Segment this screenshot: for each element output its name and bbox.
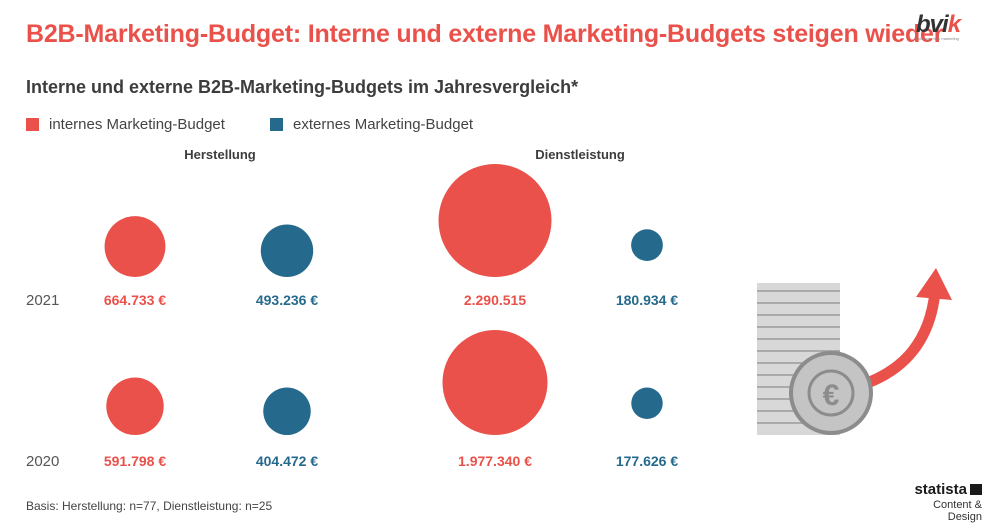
value-label-internal-herstellung-2020: 591.798 € xyxy=(104,453,166,469)
page-title: B2B-Marketing-Budget: Interne und extern… xyxy=(26,20,944,48)
statista-tagline: Content & Design xyxy=(933,499,982,523)
statista-flag-icon xyxy=(970,484,982,495)
value-label-internal-dienstleistung-2020: 1.977.340 € xyxy=(458,453,532,469)
logo-mark: bvik xyxy=(916,11,961,38)
value-label-internal-herstellung-2021: 664.733 € xyxy=(104,292,166,308)
bubble-internal-herstellung-2020 xyxy=(106,377,164,436)
coin-face xyxy=(793,355,869,431)
legend-label-external: externes Marketing-Budget xyxy=(293,116,474,133)
euro-symbol-icon: € xyxy=(823,379,840,412)
legend-swatch-external xyxy=(270,118,283,131)
value-label-external-dienstleistung-2020: 177.626 € xyxy=(616,453,678,469)
bvik-logo-icon: bvik bvik.org - b2b marketing xyxy=(916,11,980,50)
logo-tagline: bvik.org - b2b marketing xyxy=(916,36,959,41)
group-header-herstellung: Herstellung xyxy=(184,147,256,162)
legend-label-internal: internes Marketing-Budget xyxy=(49,116,225,133)
value-label-external-herstellung-2021: 493.236 € xyxy=(256,292,318,308)
bubble-external-herstellung-2020 xyxy=(263,387,311,435)
statista-logo: statista Content & Design xyxy=(902,481,982,523)
value-label-external-herstellung-2020: 404.472 € xyxy=(256,453,318,469)
coin-stack-arrow-icon: € xyxy=(757,268,952,435)
row-label-2021: 2021 xyxy=(26,292,59,309)
group-header-dienstleistung: Dienstleistung xyxy=(535,147,625,162)
bubble-internal-herstellung-2021 xyxy=(104,216,166,278)
value-label-external-dienstleistung-2021: 180.934 € xyxy=(616,292,678,308)
bubble-external-herstellung-2021 xyxy=(260,224,314,278)
legend-swatch-internal xyxy=(26,118,39,131)
bubble-external-dienstleistung-2020 xyxy=(631,387,663,419)
legend-item-external: externes Marketing-Budget xyxy=(270,116,473,133)
bubble-internal-dienstleistung-2021 xyxy=(438,164,552,277)
coin-inner-ring xyxy=(807,369,855,417)
arrow-head xyxy=(916,268,952,300)
row-label-2020: 2020 xyxy=(26,453,59,470)
statista-wordmark: statista xyxy=(902,481,982,498)
value-label-internal-dienstleistung-2021: 2.290.515 xyxy=(464,292,526,308)
legend-item-internal: internes Marketing-Budget xyxy=(26,116,225,133)
footer-note: Basis: Herstellung: n=77, Dienstleistung… xyxy=(26,499,273,513)
chart-subtitle: Interne und externe B2B-Marketing-Budget… xyxy=(26,77,579,97)
arrow-shaft xyxy=(860,291,941,391)
bubble-external-dienstleistung-2021 xyxy=(631,229,663,262)
bubble-internal-dienstleistung-2020 xyxy=(442,330,548,436)
